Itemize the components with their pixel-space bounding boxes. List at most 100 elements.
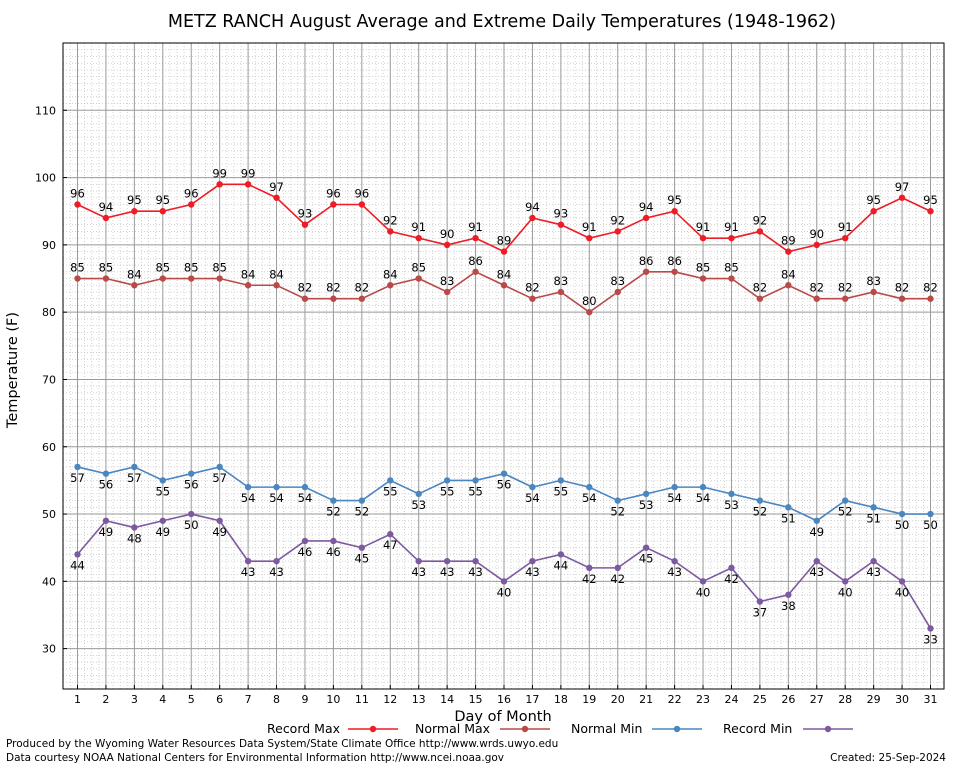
- data-label: 95: [155, 193, 170, 207]
- data-point: [273, 483, 280, 491]
- data-label: 55: [155, 484, 170, 498]
- data-label: 91: [582, 220, 597, 234]
- data-point: [301, 295, 309, 302]
- data-label: 47: [383, 538, 398, 552]
- y-tick-label: 110: [35, 104, 56, 117]
- x-tick-label: 17: [525, 693, 539, 706]
- data-label: 97: [895, 180, 910, 194]
- data-label: 85: [411, 261, 426, 275]
- data-point: [813, 517, 820, 524]
- x-tick-label: 14: [440, 693, 454, 706]
- data-point: [358, 544, 366, 551]
- data-point: [188, 275, 195, 282]
- data-point: [671, 557, 678, 565]
- data-label: 43: [269, 565, 284, 579]
- data-point: [557, 551, 565, 558]
- data-point: [443, 557, 451, 565]
- data-point: [813, 557, 820, 565]
- data-point: [415, 234, 422, 242]
- data-label: 55: [468, 484, 483, 498]
- data-point: [500, 282, 508, 289]
- data-label: 89: [497, 234, 512, 248]
- data-label: 52: [326, 505, 341, 519]
- data-point: [756, 598, 764, 605]
- data-point: [273, 282, 280, 289]
- data-label: 97: [269, 180, 284, 194]
- data-point: [301, 221, 309, 228]
- legend-label: Normal Min: [571, 721, 642, 736]
- y-tick-label: 30: [42, 643, 56, 656]
- data-point: [216, 517, 223, 524]
- x-tick-label: 24: [724, 693, 738, 706]
- data-label: 85: [696, 261, 711, 275]
- data-point: [842, 578, 849, 585]
- data-point: [500, 470, 508, 477]
- data-label: 55: [554, 484, 569, 498]
- data-label: 51: [781, 511, 796, 525]
- data-point: [586, 308, 593, 316]
- data-label: 83: [440, 274, 455, 288]
- data-label: 56: [99, 478, 114, 492]
- data-point: [500, 248, 508, 255]
- data-point: [415, 557, 422, 565]
- data-label: 99: [241, 166, 256, 180]
- data-point: [728, 564, 735, 572]
- x-tick-label: 20: [611, 693, 625, 706]
- data-point: [159, 208, 166, 215]
- data-label: 85: [724, 261, 739, 275]
- x-tick-label: 8: [273, 693, 280, 706]
- data-label: 54: [582, 491, 597, 505]
- data-point: [443, 477, 451, 484]
- y-tick-label: 100: [35, 172, 56, 185]
- data-point: [699, 234, 707, 242]
- data-point: [443, 241, 451, 249]
- data-label: 44: [554, 558, 569, 572]
- x-tick-label: 29: [867, 693, 881, 706]
- data-label: 54: [241, 491, 256, 505]
- data-point: [131, 463, 138, 471]
- data-point: [74, 551, 81, 558]
- data-label: 86: [468, 254, 483, 268]
- data-label: 82: [838, 281, 853, 295]
- x-tick-label: 28: [838, 693, 852, 706]
- data-label: 54: [667, 491, 682, 505]
- data-point: [216, 463, 223, 471]
- data-label: 96: [326, 187, 341, 201]
- data-point: [443, 288, 451, 296]
- data-label: 42: [724, 572, 739, 586]
- y-tick-label: 80: [42, 306, 56, 319]
- legend-label: Record Max: [267, 721, 340, 736]
- data-point: [557, 477, 565, 484]
- x-tick-label: 6: [216, 693, 223, 706]
- x-tick-label: 11: [355, 693, 369, 706]
- x-tick-label: 22: [668, 693, 682, 706]
- data-point: [216, 275, 223, 282]
- data-point: [756, 497, 764, 504]
- data-label: 95: [667, 193, 682, 207]
- data-point: [472, 557, 479, 565]
- legend-item: Normal Min: [571, 721, 702, 736]
- y-tick-label: 90: [42, 239, 56, 252]
- data-label: 55: [440, 484, 455, 498]
- data-label: 45: [639, 552, 654, 566]
- data-label: 90: [440, 227, 455, 241]
- legend-swatch-marker: [673, 725, 681, 733]
- data-point: [244, 557, 252, 565]
- data-point: [330, 295, 337, 302]
- series-record-max: 96 94 95 95 96 99 99 97 93 96 96 92 91 90 91 89 94 93 91 92…: [70, 166, 938, 255]
- data-label: 91: [724, 220, 739, 234]
- data-point: [216, 181, 223, 188]
- data-label: 43: [809, 565, 824, 579]
- data-courtesy-note: Data courtesy NOAA National Centers for …: [6, 752, 505, 764]
- data-label: 54: [298, 491, 313, 505]
- data-label: 49: [212, 525, 227, 539]
- x-tick-label: 27: [810, 693, 824, 706]
- data-label: 94: [525, 200, 540, 214]
- data-point: [927, 295, 934, 302]
- data-point: [159, 477, 166, 484]
- data-label: 84: [383, 267, 398, 281]
- data-label: 43: [866, 565, 881, 579]
- data-label: 91: [468, 220, 483, 234]
- data-point: [842, 295, 849, 302]
- data-label: 46: [298, 545, 313, 559]
